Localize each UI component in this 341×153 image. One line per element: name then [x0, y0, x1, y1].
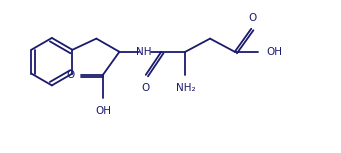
Text: O: O: [67, 69, 75, 80]
Text: NH: NH: [136, 47, 152, 57]
Text: OH: OH: [266, 47, 282, 57]
Text: O: O: [249, 13, 257, 23]
Text: O: O: [141, 83, 149, 93]
Text: OH: OH: [95, 106, 111, 116]
Text: NH₂: NH₂: [176, 83, 195, 93]
